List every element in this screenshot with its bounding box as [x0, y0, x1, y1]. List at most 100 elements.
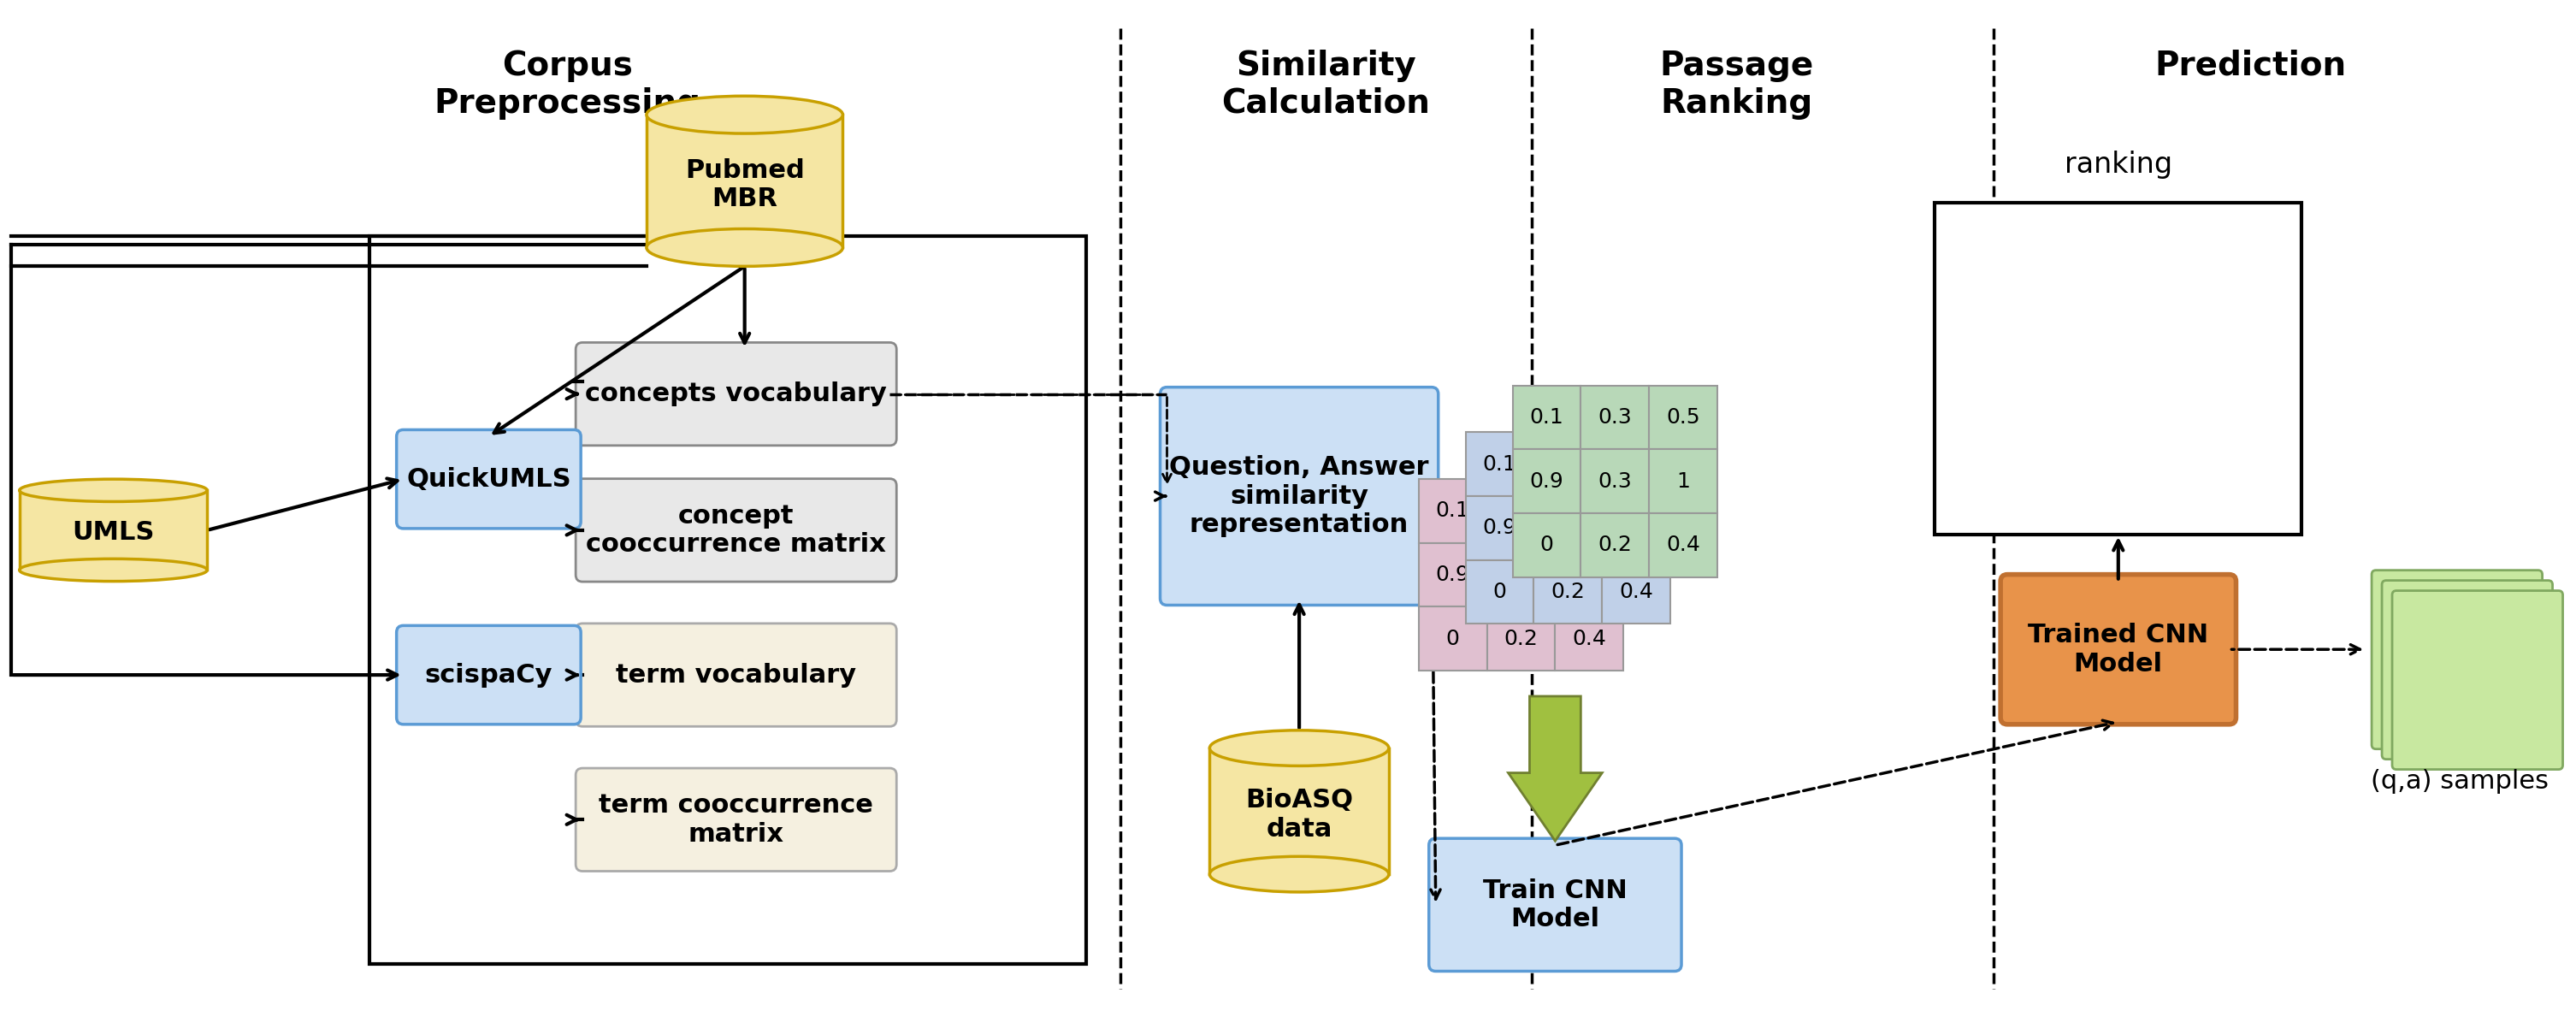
Text: q_5 a_7: q_5 a_7 — [2025, 232, 2125, 256]
Text: 0.2: 0.2 — [1597, 535, 1633, 555]
FancyBboxPatch shape — [574, 343, 896, 445]
Text: 0.9: 0.9 — [1530, 471, 1564, 491]
Bar — [1466, 496, 1533, 560]
Text: 0.1: 0.1 — [1484, 454, 1517, 475]
Ellipse shape — [647, 96, 842, 133]
FancyBboxPatch shape — [574, 768, 896, 872]
Bar — [1556, 607, 1623, 670]
Text: BioASQ
data: BioASQ data — [1244, 788, 1352, 841]
Ellipse shape — [1211, 856, 1388, 892]
Text: 0.9: 0.9 — [2192, 232, 2233, 256]
Text: 0.3: 0.3 — [1597, 471, 1631, 491]
FancyBboxPatch shape — [574, 479, 896, 582]
Text: QuickUMLS: QuickUMLS — [407, 467, 572, 491]
Text: Corpus
Preprocessing: Corpus Preprocessing — [435, 49, 701, 119]
Text: 0: 0 — [1540, 535, 1553, 555]
Bar — [1512, 514, 1582, 577]
FancyBboxPatch shape — [574, 623, 896, 726]
Text: (q,a) samples: (q,a) samples — [2370, 769, 2548, 793]
Text: 0.4: 0.4 — [1620, 518, 1654, 538]
Bar — [1582, 514, 1649, 577]
Ellipse shape — [1211, 730, 1388, 766]
Text: 0.1: 0.1 — [1435, 500, 1471, 522]
Bar — [1419, 543, 1486, 607]
FancyBboxPatch shape — [2383, 581, 2553, 760]
Text: q_5 a_8: q_5 a_8 — [2025, 481, 2125, 505]
Bar — [1582, 450, 1649, 514]
Text: q_5 a_1: q_5 a_1 — [2025, 398, 2125, 422]
Text: concept
cooccurrence matrix: concept cooccurrence matrix — [587, 503, 886, 557]
Bar — [1556, 543, 1623, 607]
Text: 0.4: 0.4 — [1571, 629, 1607, 649]
Bar — [368, 237, 1087, 964]
Bar — [1419, 607, 1486, 670]
FancyBboxPatch shape — [397, 430, 580, 529]
Text: Train CNN
Model: Train CNN Model — [1484, 878, 1628, 932]
Bar — [1466, 432, 1533, 496]
Bar — [1512, 385, 1582, 450]
FancyBboxPatch shape — [2372, 571, 2543, 749]
FancyBboxPatch shape — [397, 625, 580, 724]
Bar — [1533, 496, 1602, 560]
Bar — [1512, 450, 1582, 514]
FancyBboxPatch shape — [1430, 838, 1682, 971]
Ellipse shape — [647, 229, 842, 266]
Bar — [1486, 607, 1556, 670]
Bar — [1602, 560, 1669, 623]
Bar — [1649, 385, 1718, 450]
Bar — [21, 490, 206, 571]
Text: term cooccurrence
matrix: term cooccurrence matrix — [598, 793, 873, 846]
Text: 0.6: 0.6 — [2192, 398, 2233, 422]
Text: 0.9: 0.9 — [1484, 518, 1517, 538]
Text: 0.3: 0.3 — [1504, 564, 1538, 585]
Text: q_5 a_2: q_5 a_2 — [2025, 314, 2125, 340]
Text: Prediction: Prediction — [2156, 49, 2347, 81]
Text: 0.8: 0.8 — [2192, 314, 2233, 340]
Text: Similarity
Calculation: Similarity Calculation — [1221, 49, 1430, 119]
Text: 0.1: 0.1 — [1530, 407, 1564, 428]
Text: scispaCy: scispaCy — [425, 662, 554, 687]
Text: 0.9: 0.9 — [1435, 564, 1471, 585]
Text: 1: 1 — [1947, 232, 1965, 256]
Text: 0.3: 0.3 — [2192, 481, 2233, 505]
Bar — [1419, 479, 1486, 543]
Bar — [1602, 432, 1669, 496]
Text: 0.4: 0.4 — [1620, 582, 1654, 602]
Text: 0.2: 0.2 — [1551, 518, 1584, 538]
Text: Passage
Ranking: Passage Ranking — [1659, 49, 1814, 119]
Text: Question, Answer
similarity
representation: Question, Answer similarity representati… — [1170, 455, 1430, 537]
FancyBboxPatch shape — [1159, 387, 1437, 605]
Text: 0.4: 0.4 — [1667, 535, 1700, 555]
Bar — [1486, 543, 1556, 607]
Text: 0.2: 0.2 — [1551, 582, 1584, 602]
Text: Pubmed
MBR: Pubmed MBR — [685, 158, 804, 212]
Text: 0: 0 — [1494, 582, 1507, 602]
Bar — [1582, 385, 1649, 450]
FancyBboxPatch shape — [2002, 575, 2236, 724]
Text: 0.5: 0.5 — [1667, 407, 1700, 428]
Text: 1: 1 — [1582, 564, 1597, 585]
Text: term vocabulary: term vocabulary — [616, 662, 855, 687]
Ellipse shape — [21, 558, 206, 582]
Text: concepts vocabulary: concepts vocabulary — [585, 381, 886, 407]
Text: Trained CNN
Model: Trained CNN Model — [2027, 622, 2208, 676]
Bar — [1211, 749, 1388, 875]
Bar — [1602, 496, 1669, 560]
Bar — [1486, 479, 1556, 543]
Bar — [1533, 432, 1602, 496]
FancyBboxPatch shape — [2393, 591, 2563, 770]
Bar — [1935, 202, 2303, 535]
Text: 0.2: 0.2 — [1504, 629, 1538, 649]
Bar — [1649, 450, 1718, 514]
Polygon shape — [1510, 697, 1602, 841]
Text: 1: 1 — [1677, 471, 1690, 491]
Text: ranking: ranking — [2063, 151, 2172, 179]
Bar — [1556, 479, 1623, 543]
Text: 2: 2 — [1947, 314, 1965, 340]
Text: 3: 3 — [1947, 398, 1965, 422]
Bar — [1466, 560, 1533, 623]
Bar — [647, 115, 842, 247]
Text: UMLS: UMLS — [72, 520, 155, 545]
Text: 0.3: 0.3 — [1597, 407, 1631, 428]
Text: 0: 0 — [1445, 629, 1461, 649]
